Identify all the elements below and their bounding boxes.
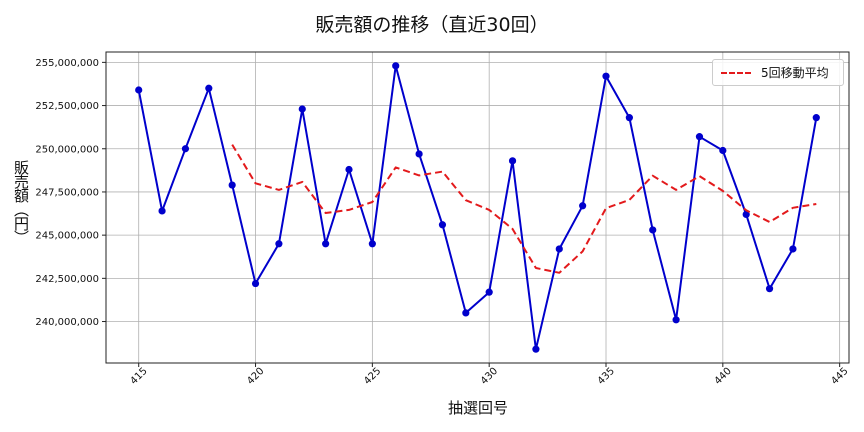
data-point-marker (181, 145, 190, 153)
data-point-marker (158, 207, 166, 215)
data-point-marker (789, 245, 797, 253)
x-tick-label: 425 (362, 366, 383, 387)
data-point-marker (695, 133, 704, 141)
plot-area-frame (105, 51, 850, 364)
data-point-marker (415, 150, 423, 158)
data-point-marker (649, 226, 657, 234)
y-tick-label: 240,000,000 (35, 317, 99, 328)
x-tick-label: 415 (128, 366, 149, 387)
data-point-marker (368, 240, 376, 248)
data-point-marker (298, 105, 306, 113)
data-point-marker (532, 345, 540, 353)
y-tick-label: 255,000,000 (35, 58, 99, 69)
x-axis-label: 抽選回号 (447, 399, 508, 417)
data-point-marker (602, 72, 610, 80)
data-point-marker (345, 165, 353, 174)
data-point-marker (462, 309, 470, 317)
data-point-marker (625, 114, 633, 122)
data-point-marker (251, 279, 260, 288)
x-tick-label: 445 (829, 366, 850, 387)
x-tick-label: 420 (245, 366, 266, 387)
data-point-marker (812, 114, 820, 122)
data-point-marker (135, 86, 143, 94)
data-point-marker (719, 146, 727, 155)
data-point-marker (205, 84, 213, 92)
x-axis-ticks: 415 420 425 430 435 440 445 (128, 363, 851, 387)
x-tick-label: 430 (479, 366, 500, 387)
data-point-marker (579, 202, 587, 210)
data-point-marker (765, 285, 774, 293)
data-point-marker (672, 316, 680, 324)
legend-dashed-line-icon (721, 71, 751, 74)
y-axis-ticks: 240,000,000 242,500,000 245,000,000 247,500… (35, 58, 106, 328)
grid-lines (106, 52, 849, 363)
y-tick-label: 252,500,000 (35, 101, 99, 112)
y-tick-label: 242,500,000 (35, 274, 99, 285)
x-tick-label: 435 (596, 366, 617, 387)
y-tick-label: 245,000,000 (35, 231, 99, 242)
data-point-marker (742, 210, 750, 219)
data-point-marker (275, 240, 283, 248)
legend: 5回移動平均 (712, 59, 844, 86)
series-lines (135, 62, 820, 353)
sales-line (137, 64, 818, 351)
y-axis-label: 販売額（円） (12, 160, 30, 244)
chart-title: 販売額の推移（直近30回） (315, 14, 549, 36)
data-point-marker (392, 62, 400, 70)
data-point-marker (555, 245, 563, 253)
data-point-marker (322, 240, 330, 248)
moving-average-line (231, 144, 817, 274)
y-tick-label: 247,500,000 (35, 187, 99, 198)
data-point-marker (485, 288, 493, 296)
legend-label-moving-average: 5回移動平均 (761, 66, 829, 80)
y-tick-label: 250,000,000 (35, 144, 99, 155)
data-point-marker (228, 181, 236, 189)
x-tick-label: 440 (713, 366, 734, 387)
data-point-marker (508, 157, 517, 165)
data-point-marker (438, 221, 447, 229)
